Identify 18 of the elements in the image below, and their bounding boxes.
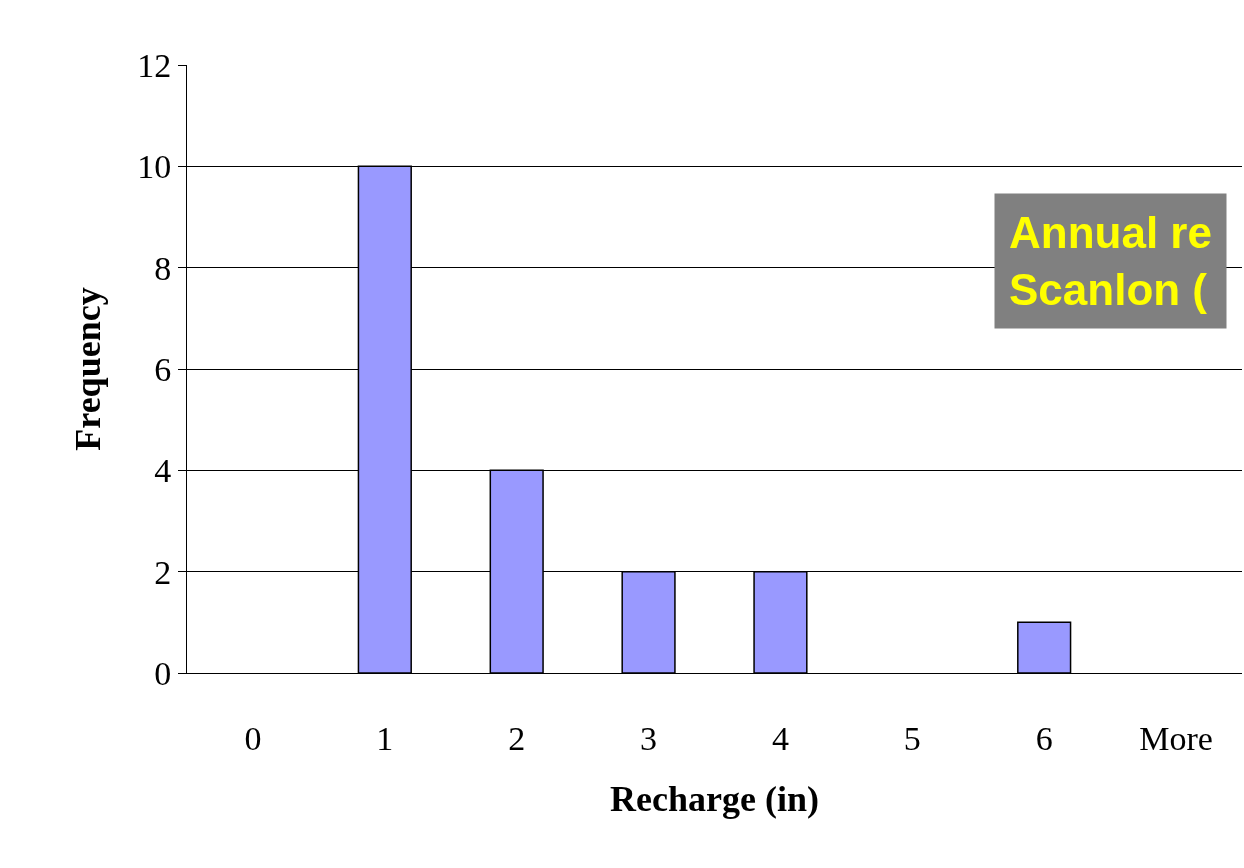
y-tick-label: 6: [154, 350, 172, 388]
x-axis-title: Recharge (in): [610, 779, 819, 820]
x-tick-label: 3: [640, 719, 658, 757]
x-tick-label: 6: [1035, 719, 1053, 757]
y-axis-title: Frequency: [68, 287, 109, 451]
y-tick-label: 10: [137, 148, 172, 186]
x-tick-label: More: [1139, 719, 1213, 757]
y-tick-label: 0: [154, 654, 172, 692]
x-tick-label: 4: [771, 719, 789, 757]
y-tick-label: 8: [154, 249, 172, 287]
y-tick-label: 4: [154, 452, 172, 490]
y-tick-label: 2: [154, 553, 172, 591]
annotation: Annual re Scanlon (: [1009, 208, 1212, 315]
y-tick-label: 12: [137, 46, 172, 84]
x-tick-label: 2: [508, 719, 526, 757]
x-tick-label: 0: [244, 719, 262, 757]
x-tick-label: 1: [376, 719, 394, 757]
x-tick-label: 5: [903, 719, 921, 757]
